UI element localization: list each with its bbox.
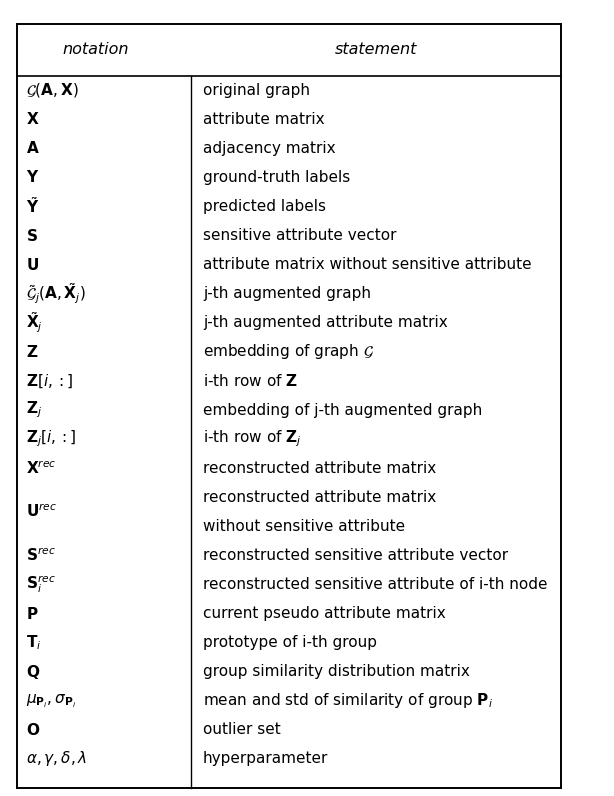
Text: group similarity distribution matrix: group similarity distribution matrix [203, 664, 470, 679]
Text: predicted labels: predicted labels [203, 199, 326, 214]
Text: $\mathbf{Y}$: $\mathbf{Y}$ [26, 170, 39, 185]
FancyBboxPatch shape [17, 24, 561, 788]
Text: statement: statement [335, 42, 418, 57]
Text: j-th augmented graph: j-th augmented graph [203, 287, 371, 301]
Text: embedding of graph $\mathcal{G}$: embedding of graph $\mathcal{G}$ [203, 342, 374, 361]
Text: attribute matrix without sensitive attribute: attribute matrix without sensitive attri… [203, 257, 532, 272]
Text: $\mathbf{Q}$: $\mathbf{Q}$ [26, 663, 41, 681]
Text: $\mathbf{Z}[i, :]$: $\mathbf{Z}[i, :]$ [26, 373, 73, 390]
Text: $\mathcal{G}(\mathbf{A}, \mathbf{X})$: $\mathcal{G}(\mathbf{A}, \mathbf{X})$ [26, 81, 79, 100]
Text: $\mathbf{Z}$: $\mathbf{Z}$ [26, 344, 39, 360]
Text: hyperparameter: hyperparameter [203, 751, 328, 767]
Text: current pseudo attribute matrix: current pseudo attribute matrix [203, 606, 446, 621]
Text: $\alpha, \gamma, \delta, \lambda$: $\alpha, \gamma, \delta, \lambda$ [26, 750, 87, 768]
Text: $\mathbf{A}$: $\mathbf{A}$ [26, 140, 40, 156]
Text: $\mathbf{X}$: $\mathbf{X}$ [26, 111, 39, 127]
Text: $\mathbf{S}$: $\mathbf{S}$ [26, 228, 38, 244]
Text: reconstructed sensitive attribute of i-th node: reconstructed sensitive attribute of i-t… [203, 577, 548, 592]
Text: $\mathbf{O}$: $\mathbf{O}$ [26, 722, 41, 738]
Text: $\mathbf{U}$: $\mathbf{U}$ [26, 256, 39, 272]
Text: embedding of j-th augmented graph: embedding of j-th augmented graph [203, 403, 482, 418]
Text: j-th augmented attribute matrix: j-th augmented attribute matrix [203, 315, 448, 330]
Text: $\mathbf{X}^{rec}$: $\mathbf{X}^{rec}$ [26, 459, 56, 477]
Text: original graph: original graph [203, 83, 310, 98]
Text: i-th row of $\mathbf{Z}$: i-th row of $\mathbf{Z}$ [203, 373, 298, 389]
Text: $\tilde{\mathbf{Y}}$: $\tilde{\mathbf{Y}}$ [26, 197, 39, 217]
Text: $\mathbf{U}^{rec}$: $\mathbf{U}^{rec}$ [26, 503, 57, 521]
Text: sensitive attribute vector: sensitive attribute vector [203, 228, 397, 243]
Text: attribute matrix: attribute matrix [203, 111, 325, 127]
Text: reconstructed sensitive attribute vector: reconstructed sensitive attribute vector [203, 548, 508, 563]
Text: outlier set: outlier set [203, 723, 281, 737]
Text: ground-truth labels: ground-truth labels [203, 170, 350, 185]
Text: $\mathbf{Z}_j[i, :]$: $\mathbf{Z}_j[i, :]$ [26, 429, 77, 450]
Text: reconstructed attribute matrix: reconstructed attribute matrix [203, 490, 436, 505]
Text: $\tilde{\mathcal{G}}_j(\mathbf{A}, \tilde{\mathbf{X}}_j)$: $\tilde{\mathcal{G}}_j(\mathbf{A}, \tild… [26, 282, 86, 306]
Text: adjacency matrix: adjacency matrix [203, 141, 335, 156]
Text: $\mathbf{S}_i^{rec}$: $\mathbf{S}_i^{rec}$ [26, 574, 56, 595]
Text: i-th row of $\mathbf{Z}_j$: i-th row of $\mathbf{Z}_j$ [203, 429, 301, 450]
Text: $\mathbf{Z}_j$: $\mathbf{Z}_j$ [26, 400, 42, 420]
Text: $\mathbf{T}_i$: $\mathbf{T}_i$ [26, 634, 42, 652]
Text: notation: notation [63, 42, 129, 57]
Text: mean and std of similarity of group $\mathbf{P}_i$: mean and std of similarity of group $\ma… [203, 691, 493, 710]
Text: $\mu_{\mathbf{P}_i}, \sigma_{\mathbf{P}_i}$: $\mu_{\mathbf{P}_i}, \sigma_{\mathbf{P}_… [26, 692, 76, 709]
Text: $\mathbf{S}^{rec}$: $\mathbf{S}^{rec}$ [26, 547, 56, 564]
Text: $\mathbf{P}$: $\mathbf{P}$ [26, 606, 39, 622]
Text: $\tilde{\mathbf{X}}_j$: $\tilde{\mathbf{X}}_j$ [26, 310, 43, 335]
Text: without sensitive attribute: without sensitive attribute [203, 519, 405, 534]
Text: reconstructed attribute matrix: reconstructed attribute matrix [203, 461, 436, 476]
Text: prototype of i-th group: prototype of i-th group [203, 635, 377, 650]
